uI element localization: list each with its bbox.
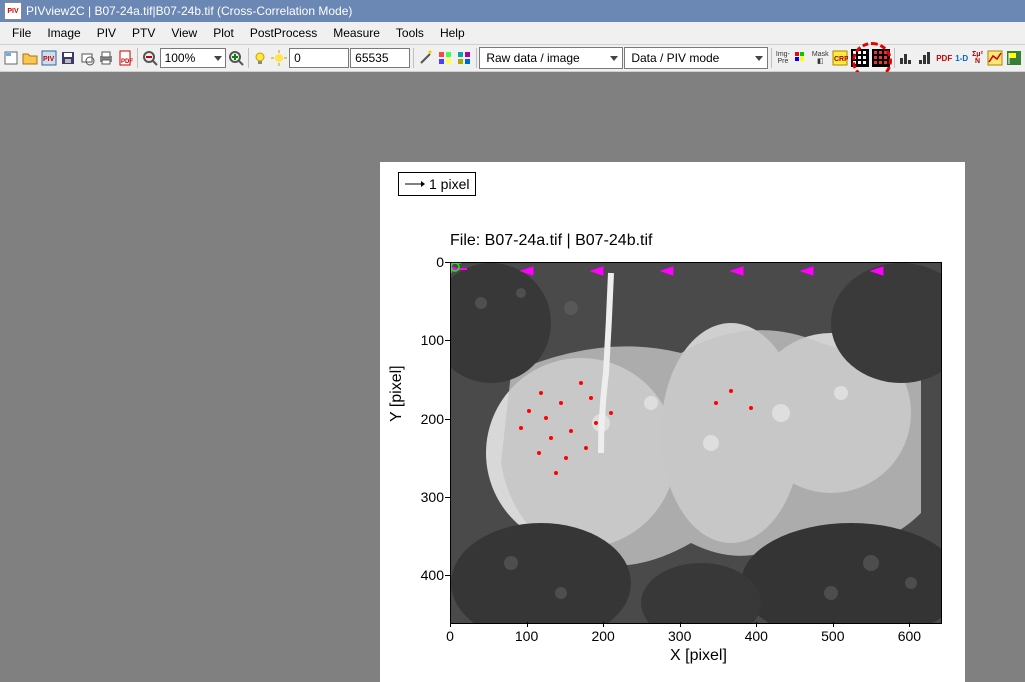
img-pre-icon[interactable]: Img-Pre [775,46,791,70]
flag-icon[interactable] [1005,46,1023,70]
palette-b-icon[interactable] [455,46,473,70]
x-tick: 200 [589,628,617,644]
legend-label: 1 pixel [429,176,469,192]
separator [771,48,772,68]
palette-a-icon[interactable] [436,46,454,70]
data-piv-mode-select[interactable]: Data / PIV mode [624,47,768,69]
menu-file[interactable]: File [4,24,39,42]
x-tick: 100 [513,628,541,644]
export-pdf-icon[interactable]: PDF [116,46,134,70]
aerial-image [451,263,941,623]
histogram-b-icon[interactable] [916,46,934,70]
crp-icon[interactable]: CRP [831,46,849,70]
menu-postprocess[interactable]: PostProcess [242,24,325,42]
menu-help[interactable]: Help [432,24,473,42]
open-folder-icon[interactable] [21,46,39,70]
y-axis-label: Y [pixel] [388,365,406,422]
mask-icon[interactable]: Mask◧ [811,46,830,70]
plot-canvas: 1 pixel File: B07-24a.tif | B07-24b.tif … [380,162,965,682]
lightbulb-icon[interactable] [251,46,269,70]
print-preview-icon[interactable] [78,46,96,70]
separator [248,48,249,68]
zoom-in-icon[interactable] [227,46,245,70]
separator [413,48,414,68]
separator [476,48,477,68]
raw-data-select[interactable]: Raw data / image [479,47,623,69]
x-tick: 0 [436,628,464,644]
y-tick: 400 [410,567,444,583]
brightness-icon[interactable] [270,46,288,70]
menu-image[interactable]: Image [39,24,88,42]
plot-title: File: B07-24a.tif | B07-24b.tif [450,232,652,250]
1d-profile-icon[interactable]: 1-D [954,46,969,70]
piv-icon[interactable]: PIV [40,46,58,70]
zoom-level-select[interactable]: 100% [160,48,226,68]
x-tick: 600 [895,628,923,644]
min-value-input[interactable]: 0 [289,48,349,68]
save-icon[interactable] [59,46,77,70]
x-tick: 400 [742,628,770,644]
menu-plot[interactable]: Plot [205,24,242,42]
window-titlebar: PIV PIVview2C | B07-24a.tif|B07-24b.tif … [0,0,1025,22]
y-tick: 0 [410,254,444,270]
pdf-stat-icon[interactable]: PDF [935,46,953,70]
svg-text:PDF: PDF [121,59,133,65]
wand-icon[interactable] [417,46,435,70]
y-tick: 200 [410,411,444,427]
x-tick: 500 [819,628,847,644]
svg-text:CRP: CRP [834,56,848,63]
x-axis-label: X [pixel] [670,647,727,665]
y-tick: 300 [410,489,444,505]
statistics-icon[interactable]: Σμ²N [970,46,985,70]
window-title: PIVview2C | B07-24a.tif|B07-24b.tif (Cro… [26,4,352,18]
separator [137,48,138,68]
y-tick: 100 [410,332,444,348]
menu-measure[interactable]: Measure [325,24,388,42]
zoom-value: 100% [165,51,196,65]
new-project-icon[interactable] [2,46,20,70]
workspace: 1 pixel File: B07-24a.tif | B07-24b.tif … [0,72,1025,678]
menu-tools[interactable]: Tools [388,24,432,42]
zoom-out-icon[interactable] [141,46,159,70]
menu-view[interactable]: View [163,24,205,42]
plot-area[interactable] [450,262,942,624]
max-value-input[interactable]: 65535 [350,48,410,68]
color-map-icon[interactable] [792,46,810,70]
svg-text:PIV: PIV [43,56,55,63]
chart-icon[interactable] [986,46,1004,70]
app-icon: PIV [4,2,22,20]
separator [894,48,895,68]
x-tick: 300 [666,628,694,644]
menu-ptv[interactable]: PTV [124,24,163,42]
vector-legend: 1 pixel [398,172,476,196]
print-icon[interactable] [97,46,115,70]
menu-piv[interactable]: PIV [89,24,124,42]
histogram-a-icon[interactable] [897,46,915,70]
